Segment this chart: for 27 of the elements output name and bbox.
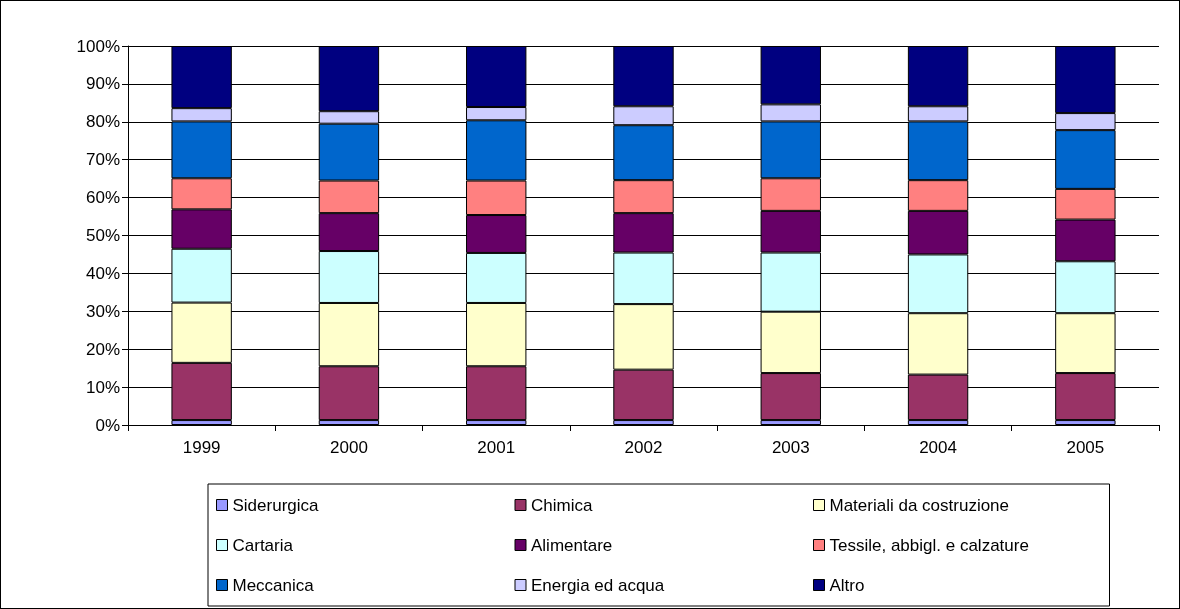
y-tick-label: 90% xyxy=(85,74,120,94)
y-tick-label: 50% xyxy=(85,226,120,245)
legend-label: Altro xyxy=(829,575,865,595)
y-tick-label: 100% xyxy=(76,36,120,56)
legend-label: Cartaria xyxy=(232,535,294,555)
legend-label: Materiali da costruzione xyxy=(829,495,1010,515)
y-tick-label: 0% xyxy=(95,415,120,435)
legend-label: Chimica xyxy=(531,495,593,515)
x-tick-label: 2001 xyxy=(477,438,516,457)
y-tick-label: 40% xyxy=(85,263,120,283)
y-tick-label: 20% xyxy=(85,339,120,359)
legend-label: Energia ed acqua xyxy=(531,575,665,595)
legend-label: Meccanica xyxy=(232,575,315,595)
x-tick-label: 1999 xyxy=(182,438,221,457)
y-tick-label: 30% xyxy=(85,301,120,321)
x-tick-label: 2005 xyxy=(1066,438,1105,457)
y-tick-label: 60% xyxy=(85,188,120,208)
x-tick-label: 2004 xyxy=(919,438,957,457)
legend-label: Tessile, abbigl. e calzature xyxy=(829,535,1029,555)
legend-label: Alimentare xyxy=(531,535,613,555)
x-tick-label: 2003 xyxy=(771,438,810,457)
x-tick-label: 2002 xyxy=(624,438,663,457)
y-tick-label: 70% xyxy=(85,150,120,170)
legend-label: Siderurgica xyxy=(232,495,320,515)
x-tick-label: 2000 xyxy=(330,438,368,457)
y-tick-label: 10% xyxy=(85,377,120,397)
y-tick-label: 80% xyxy=(85,112,120,132)
